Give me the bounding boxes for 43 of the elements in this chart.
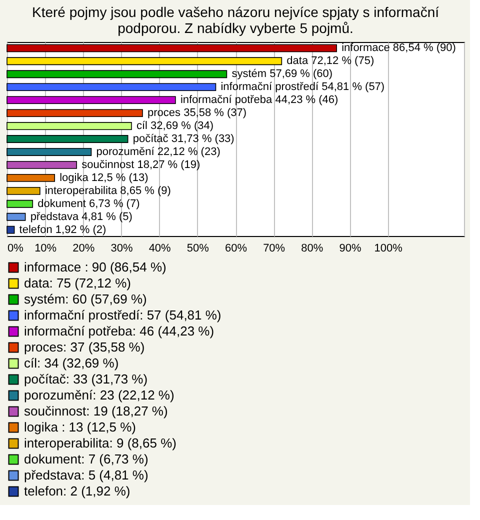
x-tick-label: 90% (339, 242, 362, 254)
data-label: porozumění 22,12 % (23) (96, 146, 220, 158)
data-label: dokument 6,73 % (7) (38, 198, 140, 210)
legend-label: cíl: 34 (32,69 %) (24, 356, 119, 370)
legend-label: informační prostředí: 57 (54,81 %) (24, 308, 222, 322)
legend-label: systém: 60 (57,69 %) (24, 292, 147, 306)
x-tick-label: 70% (263, 242, 286, 254)
data-label: informace 86,54 % (90) (342, 42, 456, 54)
legend-label: proces: 37 (35,58 %) (24, 340, 145, 354)
data-label: počítač 31,73 % (33) (132, 133, 234, 145)
legend-label: dokument: 7 (6,73 %) (24, 452, 148, 466)
legend-label: data: 75 (72,12 %) (24, 276, 131, 290)
x-tick-label: 20% (72, 242, 95, 254)
legend-label: porozumění: 23 (22,12 %) (24, 388, 174, 402)
data-label: cíl 32,69 % (34) (136, 120, 214, 132)
legend-label: interoperabilita: 9 (8,65 %) (24, 436, 176, 450)
data-label: logika 12,5 % (13) (60, 172, 148, 184)
data-label: data 72,12 % (75) (286, 55, 374, 68)
x-tick-label: 40% (148, 242, 172, 254)
data-label: proces 35,58 % (37) (148, 107, 247, 120)
legend-label: počítač: 33 (31,73 %) (24, 372, 148, 386)
x-tick-label: 100% (374, 242, 403, 254)
x-tick-label: 80% (301, 242, 324, 254)
legend-label: součinnost: 19 (18,27 %) (24, 404, 168, 418)
legend-label: představa: 5 (4,81 %) (24, 468, 148, 482)
x-tick-label: 30% (110, 242, 133, 254)
data-label: součinnost 18,27 % (19) (82, 158, 200, 171)
data-label: informační prostředí 54,81 % (57) (220, 81, 385, 94)
data-label: telefon 1,92 % (2) (19, 224, 106, 236)
legend-label: informace : 90 (86,54 %) (24, 260, 166, 274)
x-tick-label: 50% (186, 242, 210, 254)
text: Které pojmy jsou podle vašeho názoru nejvíce spjaty s informační (32, 4, 439, 20)
legend-label: logika : 13 (12,5 %) (24, 420, 136, 434)
x-tick-label: 0% (8, 242, 24, 254)
data-label: představa 4,81 % (5) (30, 210, 132, 223)
legend-label: telefon: 2 (1,92 %) (24, 484, 130, 498)
x-tick-label: 10% (34, 242, 57, 254)
data-label: informační potřeba 44,23 % (46) (180, 94, 338, 106)
x-tick-label: 60% (224, 242, 248, 254)
data-label: interoperabilita 8,65 % (9) (44, 184, 171, 197)
text: podporou. Z nabídky vyberte 5 pojmů. (118, 20, 354, 36)
data-label: systém 57,69 % (60) (232, 68, 333, 80)
legend-label: informační potřeba: 46 (44,23 %) (24, 324, 214, 338)
